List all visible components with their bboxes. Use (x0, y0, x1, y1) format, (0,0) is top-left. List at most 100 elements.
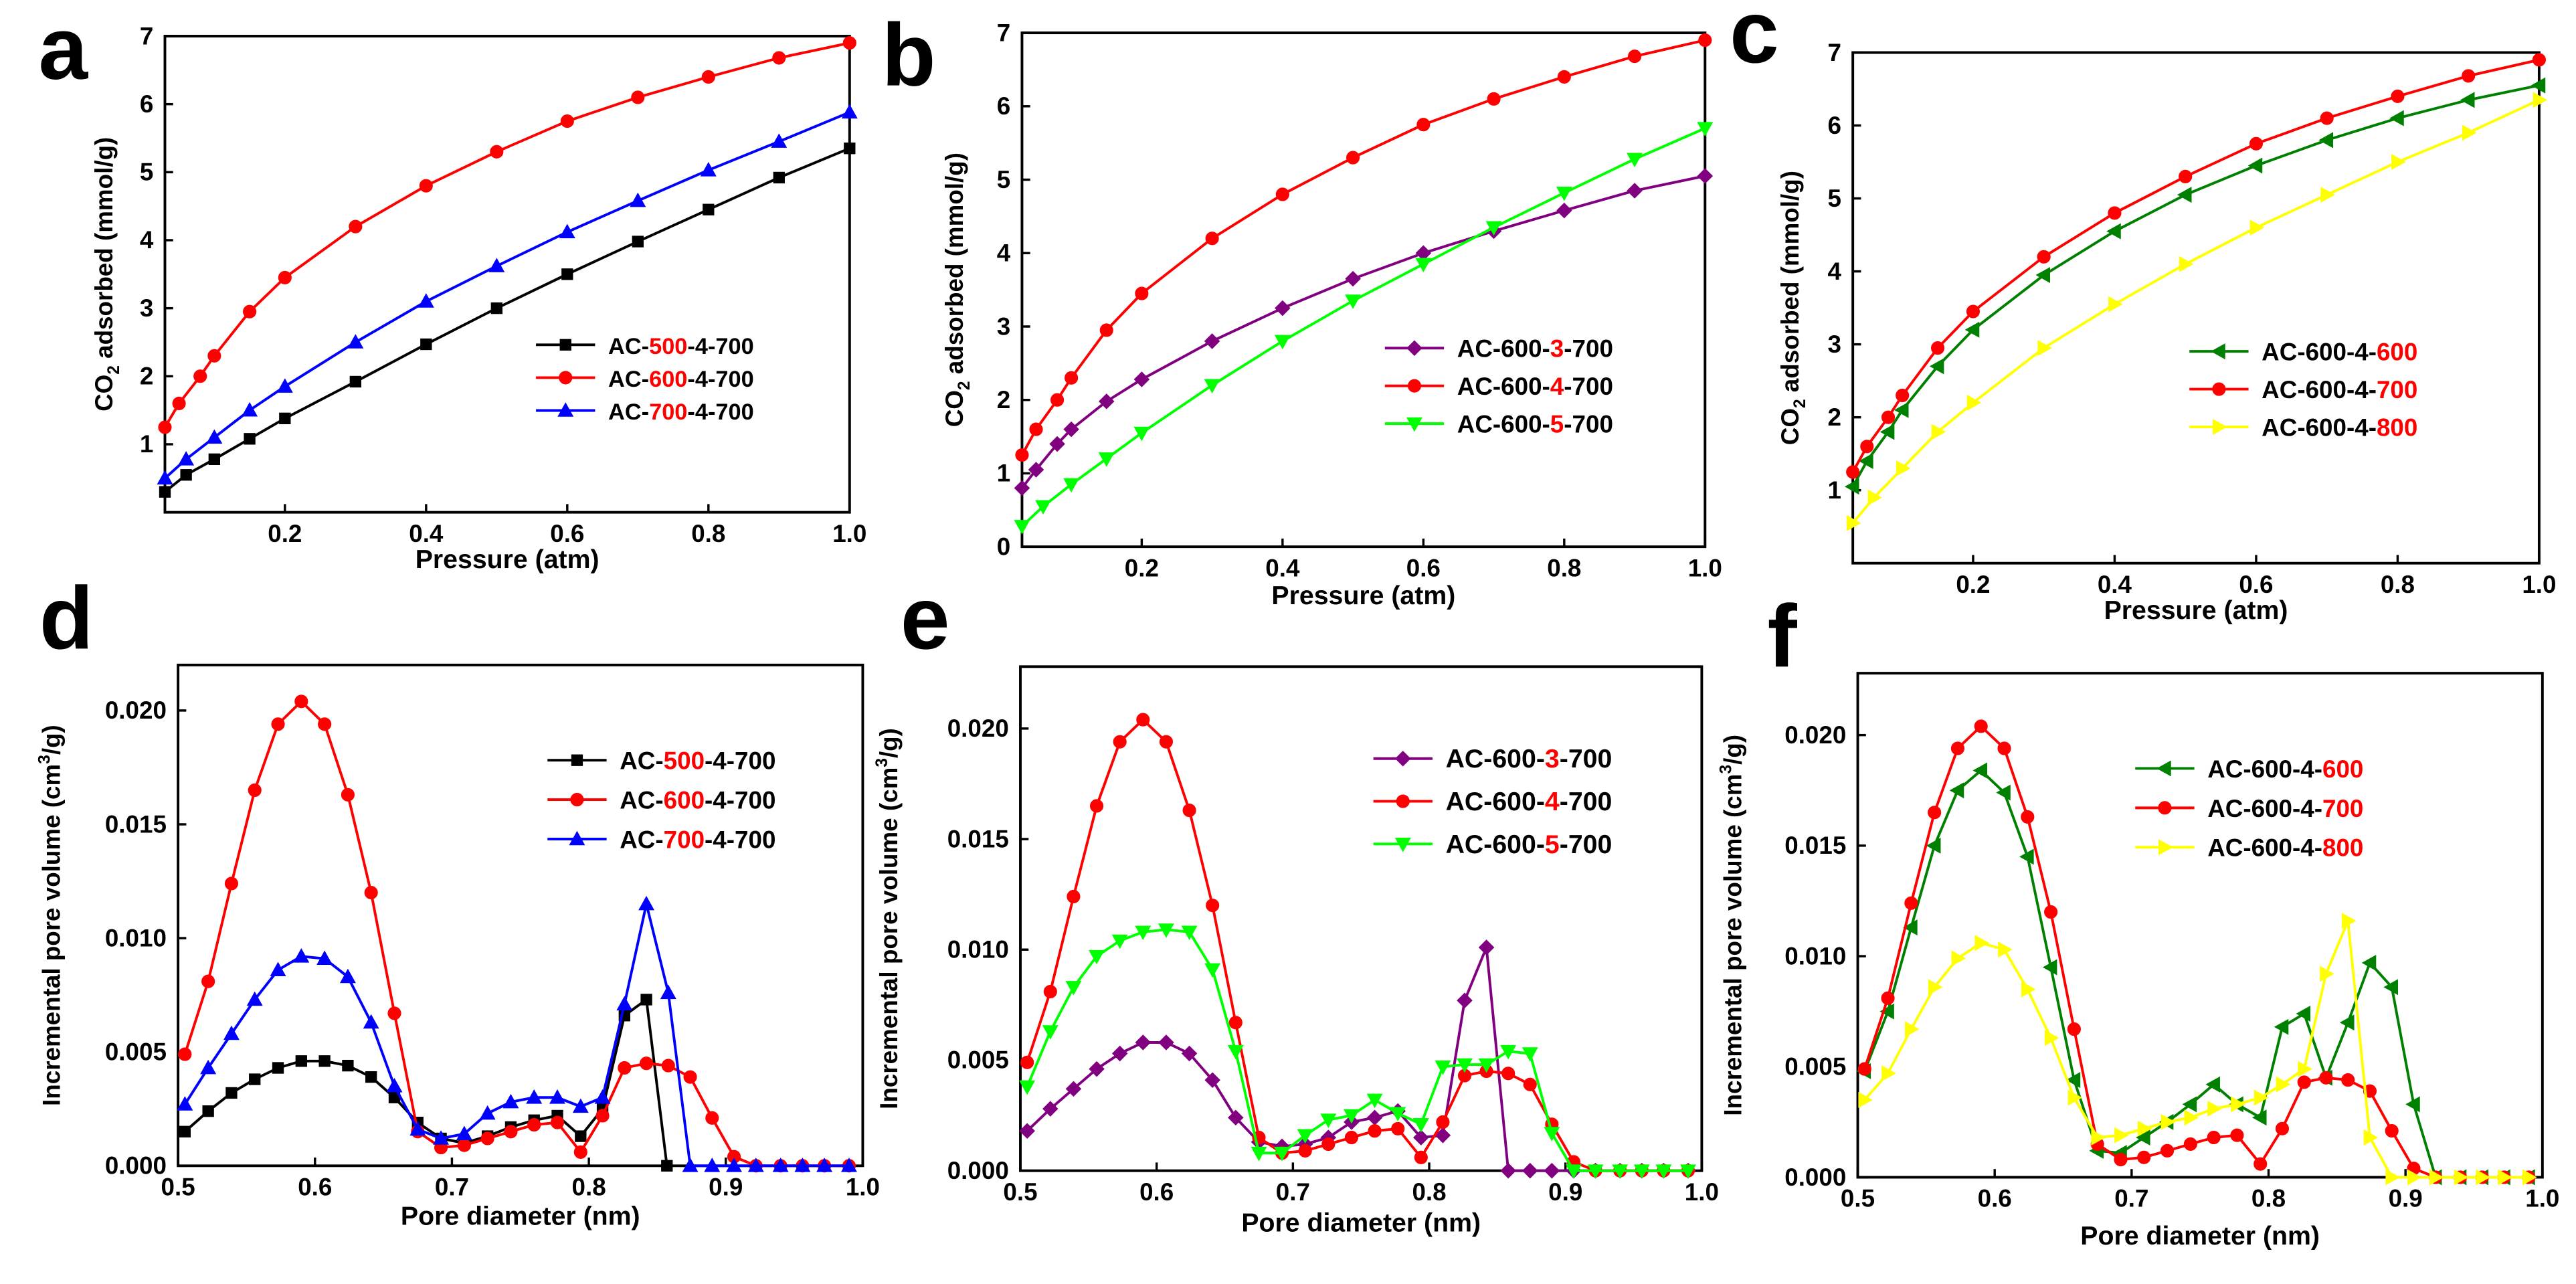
data-point (2019, 848, 2034, 865)
series-ac-600-4-700 (1015, 33, 1712, 462)
y-tick-label: 0.005 (1784, 1053, 1846, 1081)
data-point (1181, 925, 1198, 941)
y-tick-label: 5 (1828, 185, 1841, 212)
series-ac-600-4-800 (1846, 92, 2548, 531)
data-point (639, 1057, 654, 1071)
data-point (2298, 1061, 2312, 1077)
data-point (1089, 949, 1105, 965)
data-point (1019, 1123, 1035, 1139)
data-point (1366, 1109, 1383, 1126)
data-point (549, 1089, 566, 1104)
data-point (1343, 1109, 1360, 1124)
y-tick-label: 3 (140, 294, 153, 322)
y-tick-label: 0.005 (947, 1046, 1009, 1074)
data-point (2207, 1130, 2221, 1145)
data-point (1556, 202, 1572, 219)
data-point (704, 1158, 721, 1172)
legend-item: AC-700-4-700 (536, 399, 754, 425)
y-tick-label: 5 (997, 166, 1010, 193)
panel-letter: c (1730, 0, 1779, 82)
legend-item: AC-600-4-600 (2189, 339, 2417, 366)
x-tick-label: 0.9 (709, 1173, 743, 1200)
data-point (1065, 981, 1082, 996)
data-point (1182, 804, 1196, 818)
data-point (1859, 453, 1873, 470)
series-ac-600-4-700 (158, 36, 856, 434)
x-tick-label: 0.6 (298, 1173, 332, 1200)
data-point (526, 1089, 543, 1104)
data-point (1297, 1129, 1313, 1144)
series-ac-700-4-700 (177, 895, 857, 1172)
panel-d: d 0.5 0.6 0.7 0.8 0.9 1.0 0.000 0.005 0.010 0.015 0… (36, 569, 880, 1230)
data-point (342, 1059, 354, 1072)
data-point (705, 1111, 719, 1125)
panel-letter: a (38, 0, 88, 98)
panel-letter: b (882, 6, 936, 105)
data-point (1858, 1091, 1873, 1108)
data-point (419, 179, 433, 193)
legend-label: AC-500-4-700 (608, 334, 754, 359)
data-point (1321, 1137, 1336, 1152)
data-point (1028, 462, 1044, 478)
legend-label: AC-700-4-700 (620, 826, 775, 853)
data-point (1487, 92, 1501, 106)
data-point (490, 302, 502, 314)
legend-item: AC-500-4-700 (547, 747, 775, 775)
data-point (1846, 465, 1860, 479)
data-point (2114, 1127, 2129, 1143)
data-point (1565, 1164, 1582, 1179)
data-point (480, 1131, 494, 1145)
legend-marker (2156, 760, 2171, 777)
series-ac-600-4-700 (1846, 53, 2546, 479)
data-point (1894, 401, 1909, 418)
data-point (2276, 1076, 2291, 1093)
data-point (2533, 92, 2548, 108)
data-point (2363, 1129, 2379, 1145)
data-point (630, 192, 646, 207)
series-ac-600-4-600 (1856, 762, 2535, 1186)
data-point (242, 401, 258, 417)
data-point (1204, 379, 1220, 394)
series-ac-600-3-700 (1014, 168, 1714, 496)
data-point (1035, 500, 1052, 515)
panel-letter: f (1768, 587, 1798, 686)
data-point (1680, 1164, 1697, 1179)
data-point (2341, 1073, 2355, 1087)
legend-marker (570, 793, 584, 807)
legend-label: AC-600-3-700 (1457, 335, 1613, 363)
data-point (295, 1055, 307, 1067)
data-point (2114, 1152, 2128, 1167)
legend-marker (569, 830, 585, 846)
data-point (1135, 925, 1152, 941)
data-point (1298, 1143, 1312, 1158)
data-point (1974, 719, 1988, 733)
data-point (386, 1078, 403, 1093)
data-point (1063, 421, 1079, 438)
y-tick-label: 0.000 (947, 1157, 1009, 1184)
data-point (1905, 1021, 1920, 1038)
legend-item: AC-600-5-700 (1384, 411, 1613, 438)
y-tick-label: 0.020 (105, 697, 167, 724)
legend-label: AC-600-4-800 (2207, 834, 2363, 862)
data-point (2106, 223, 2121, 240)
legend-marker (559, 371, 573, 385)
data-point (2391, 154, 2406, 171)
data-point (2177, 187, 2192, 203)
legend-label: AC-700-4-700 (608, 399, 754, 425)
y-tick-label: 0.010 (947, 936, 1009, 964)
series-ac-600-4-700 (1020, 713, 1695, 1178)
legend-marker (1406, 417, 1422, 432)
data-point (747, 1158, 764, 1172)
data-point (1881, 410, 1896, 424)
data-point (772, 51, 786, 65)
data-point (2297, 1075, 2311, 1089)
data-point (1544, 1127, 1560, 1141)
x-axis-label: Pressure (atm) (1271, 581, 1455, 610)
y-axis-label: CO2 adsorbed (mmol/g) (1776, 171, 1809, 445)
x-tick-label: 0.4 (2098, 571, 2132, 598)
data-point (2136, 1129, 2150, 1145)
legend-label: AC-500-4-700 (620, 747, 775, 775)
data-point (180, 469, 192, 481)
legend-label: AC-600-4-600 (2207, 755, 2363, 783)
data-point (349, 219, 363, 234)
